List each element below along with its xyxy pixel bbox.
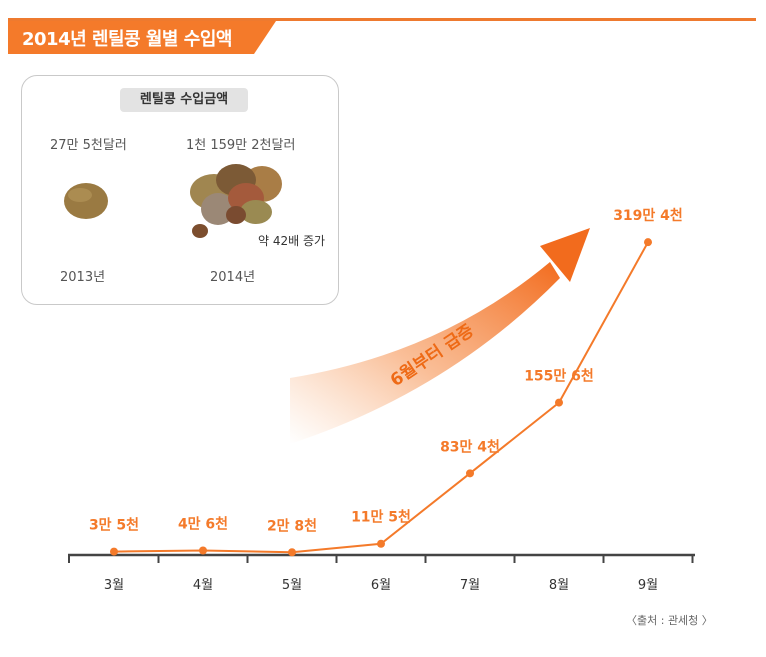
data-label: 319만 4천: [613, 208, 683, 224]
data-point: [377, 539, 385, 548]
x-tick-label: 5월: [282, 578, 302, 593]
data-point: [644, 238, 652, 247]
bean-cluster-icon: [190, 164, 282, 238]
x-tick-label: 7월: [460, 578, 480, 593]
inset-right-year: 2014년: [210, 270, 256, 285]
data-point: [466, 469, 474, 478]
x-tick-label: 3월: [104, 578, 124, 593]
inset-left-value: 27만 5천달러: [50, 138, 127, 153]
inset-right-value: 1천 159만 2천달러: [186, 138, 296, 153]
data-label: 3만 5천: [89, 518, 139, 534]
x-tick-label: 8월: [549, 578, 569, 593]
growth-arrow-icon: [290, 228, 590, 444]
data-label: 11만 5천: [351, 510, 411, 526]
data-point: [110, 547, 118, 556]
bean-small-icon: [64, 183, 108, 219]
data-label: 2만 8천: [267, 518, 317, 534]
data-point: [199, 546, 207, 555]
data-label: 155만 6천: [524, 369, 594, 385]
data-point: [555, 398, 563, 407]
chart-title: 2014년 렌틸콩 월별 수입액: [22, 29, 232, 50]
data-point: [288, 548, 296, 557]
x-tick-label: 6월: [371, 578, 391, 593]
top-rule: [8, 18, 756, 21]
inset-left-year: 2013년: [60, 270, 106, 285]
x-tick-label: 4월: [193, 578, 213, 593]
data-label: 4만 6천: [178, 516, 228, 532]
inset-label: 렌틸콩 수입금액: [120, 88, 248, 112]
inset-increase-label: 약 42배 증가: [258, 234, 326, 248]
title-banner: [8, 18, 278, 54]
source-note: 〈출처 : 관세청 〉: [626, 614, 713, 627]
data-label: 83만 4천: [440, 439, 500, 455]
x-tick-label: 9월: [638, 578, 658, 593]
